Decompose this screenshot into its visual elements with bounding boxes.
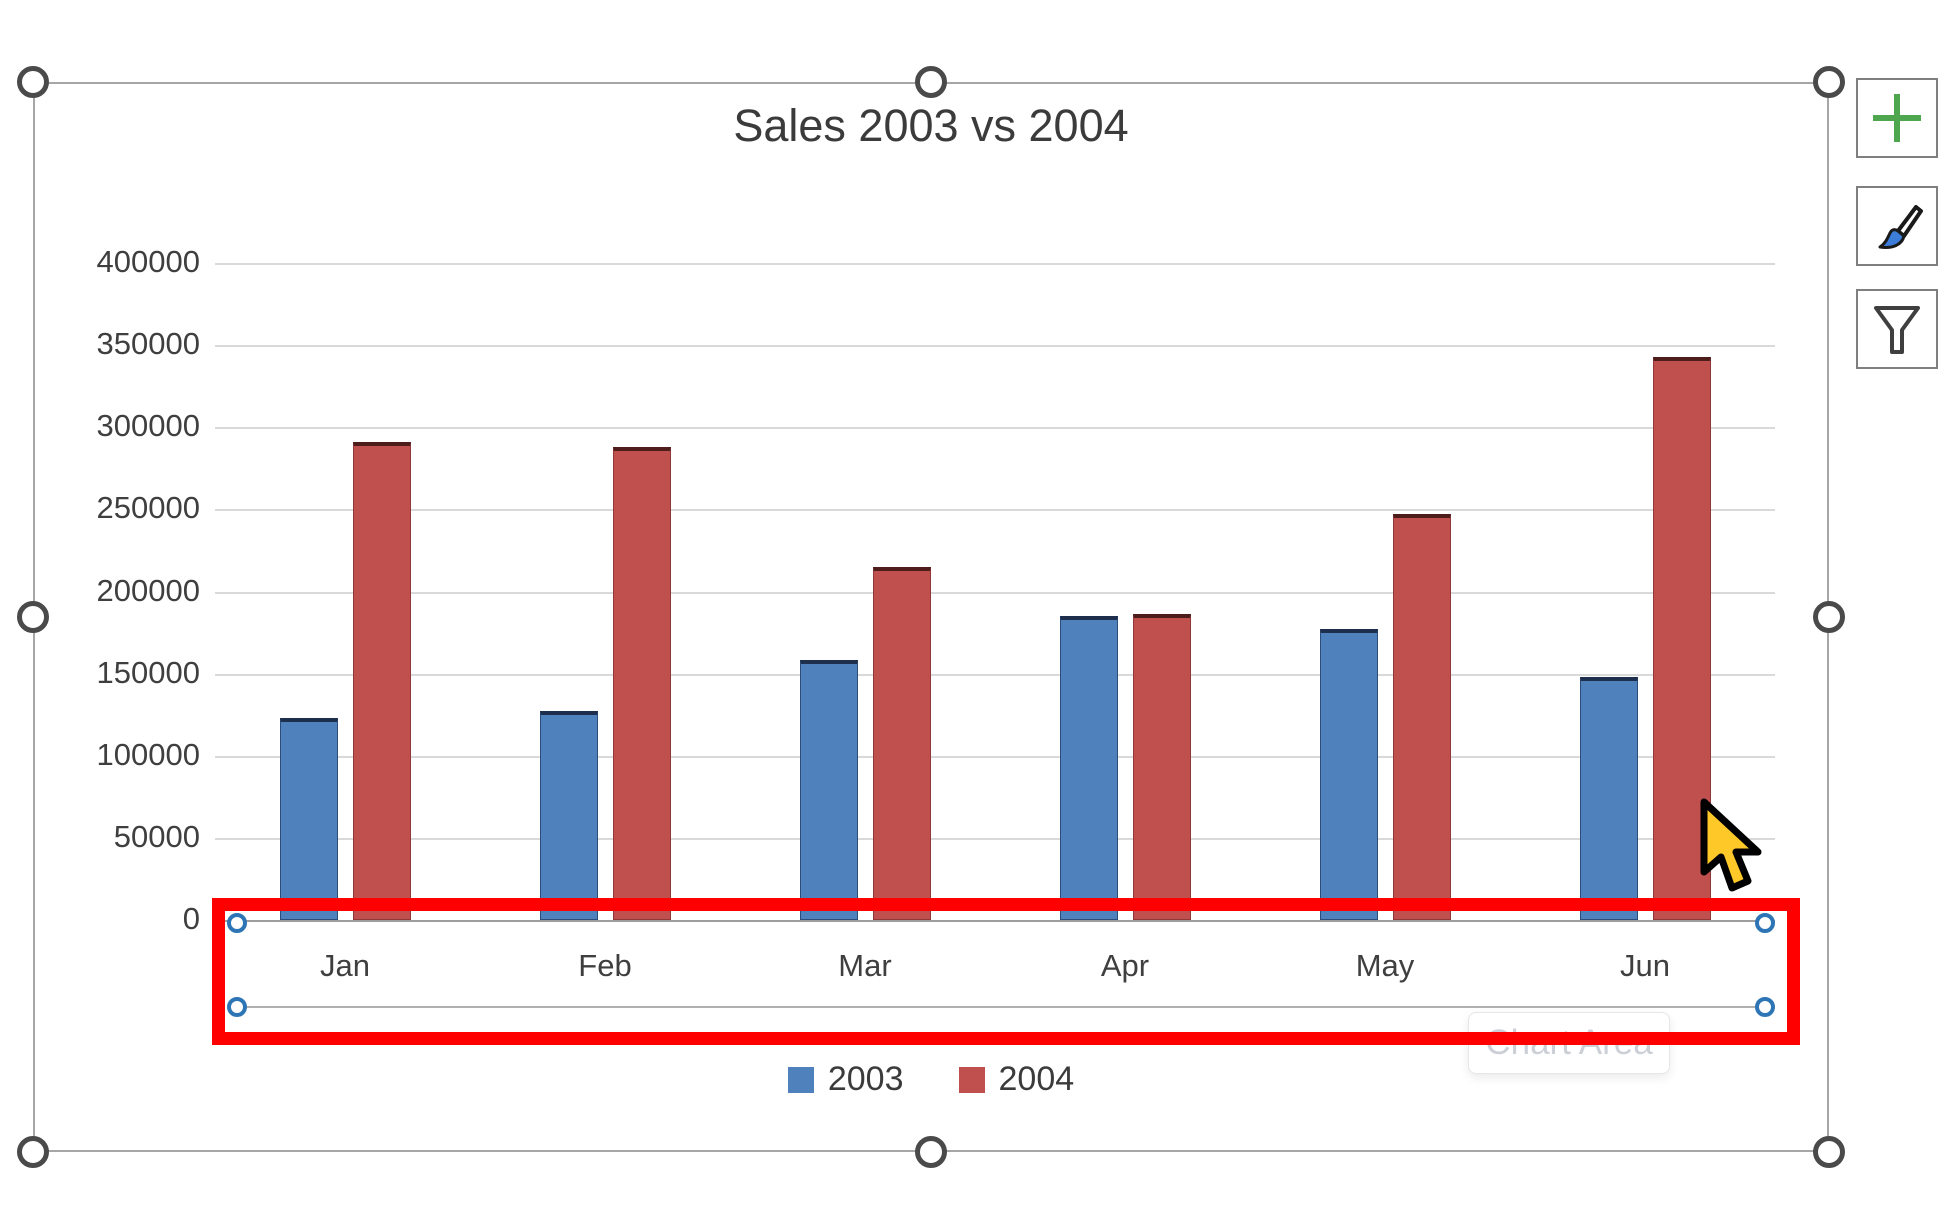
funnel-icon xyxy=(1874,306,1920,354)
x-axis-label-feb[interactable]: Feb xyxy=(578,948,632,983)
gridline xyxy=(215,591,1775,594)
bar-2003-mar[interactable] xyxy=(799,660,858,920)
gridline xyxy=(215,837,1775,840)
legend-item-2003[interactable]: 2003 xyxy=(787,1060,904,1099)
x-axis-line xyxy=(215,920,1775,922)
chart-title[interactable]: Sales 2003 vs 2004 xyxy=(733,100,1129,151)
y-axis-tick-150000[interactable]: 150000 xyxy=(96,654,200,690)
chart-resize-handle-top-mid[interactable] xyxy=(915,66,947,98)
axis-selection-handle-top-left[interactable] xyxy=(227,913,247,933)
gridline xyxy=(215,755,1775,758)
axis-selection-handle-bottom-right[interactable] xyxy=(1755,997,1775,1017)
chart-resize-handle-mid-left[interactable] xyxy=(17,601,49,633)
category-axis-selection-border xyxy=(237,1006,1765,1008)
bar-group-mar xyxy=(735,263,995,920)
x-axis-label-jun[interactable]: Jun xyxy=(1620,948,1670,983)
y-axis-tick-400000[interactable]: 400000 xyxy=(96,244,200,279)
bar-2003-may[interactable] xyxy=(1319,629,1378,920)
plus-icon xyxy=(1873,94,1921,142)
legend-label-2003: 2003 xyxy=(827,1060,904,1098)
legend-item-2004[interactable]: 2004 xyxy=(958,1060,1075,1099)
bar-2004-jan[interactable] xyxy=(352,442,411,920)
legend-swatch-2004 xyxy=(958,1066,985,1093)
gridline xyxy=(215,427,1775,430)
axis-selection-handle-bottom-left[interactable] xyxy=(227,997,247,1017)
chart-resize-handle-bottom-left[interactable] xyxy=(17,1136,49,1168)
y-axis-tick-350000[interactable]: 350000 xyxy=(96,326,200,362)
category-axis[interactable]: Jan Feb Mar Apr May Jun xyxy=(215,948,1775,984)
bars-container xyxy=(215,263,1775,920)
mouse-cursor-icon xyxy=(1698,798,1778,903)
chart-resize-handle-top-right[interactable] xyxy=(1813,66,1845,98)
bar-2004-mar[interactable] xyxy=(872,567,931,920)
gridline xyxy=(215,345,1775,348)
bar-2004-feb[interactable] xyxy=(612,447,671,920)
red-highlight-rectangle xyxy=(212,898,1800,1045)
y-axis-tick-50000[interactable]: 50000 xyxy=(113,818,200,854)
chart-resize-handle-bottom-mid[interactable] xyxy=(915,1136,947,1168)
chart-frame[interactable] xyxy=(33,82,1829,1152)
chart-elements-button[interactable] xyxy=(1856,78,1938,158)
bar-group-jan xyxy=(215,263,475,920)
paintbrush-icon xyxy=(1878,205,1923,249)
x-axis-label-jan[interactable]: Jan xyxy=(320,948,370,983)
bar-2003-apr[interactable] xyxy=(1059,616,1118,920)
y-axis-tick-200000[interactable]: 200000 xyxy=(96,572,200,608)
y-axis-tick-100000[interactable]: 100000 xyxy=(96,736,200,772)
axis-selection-handle-top-right[interactable] xyxy=(1755,913,1775,933)
bar-2003-feb[interactable] xyxy=(539,711,598,920)
y-axis-tick-0[interactable]: 0 xyxy=(182,901,200,936)
y-axis-tick-300000[interactable]: 300000 xyxy=(96,408,200,444)
x-axis-label-mar[interactable]: Mar xyxy=(838,948,892,983)
y-axis-tick-250000[interactable]: 250000 xyxy=(96,490,200,526)
legend-label-2004: 2004 xyxy=(998,1060,1075,1098)
chart-resize-handle-bottom-right[interactable] xyxy=(1813,1136,1845,1168)
gridline xyxy=(215,263,1775,265)
chart-filters-button[interactable] xyxy=(1856,289,1938,369)
chart-legend[interactable]: 2003 2004 xyxy=(33,1060,1829,1099)
bar-group-apr xyxy=(995,263,1255,920)
bar-group-feb xyxy=(475,263,735,920)
gridline xyxy=(215,509,1775,512)
legend-swatch-2003 xyxy=(787,1066,814,1093)
gridline xyxy=(215,673,1775,676)
x-axis-label-apr[interactable]: Apr xyxy=(1100,948,1150,983)
bar-group-may xyxy=(1255,263,1515,920)
chart-resize-handle-top-left[interactable] xyxy=(17,66,49,98)
chart-resize-handle-mid-right[interactable] xyxy=(1813,601,1845,633)
x-axis-label-may[interactable]: May xyxy=(1355,948,1415,983)
chart-styles-button[interactable] xyxy=(1856,186,1938,266)
bar-2003-jan[interactable] xyxy=(279,718,338,920)
bar-2004-apr[interactable] xyxy=(1132,614,1191,920)
bar-2003-jun[interactable] xyxy=(1579,677,1638,920)
bar-2004-may[interactable] xyxy=(1392,514,1451,920)
